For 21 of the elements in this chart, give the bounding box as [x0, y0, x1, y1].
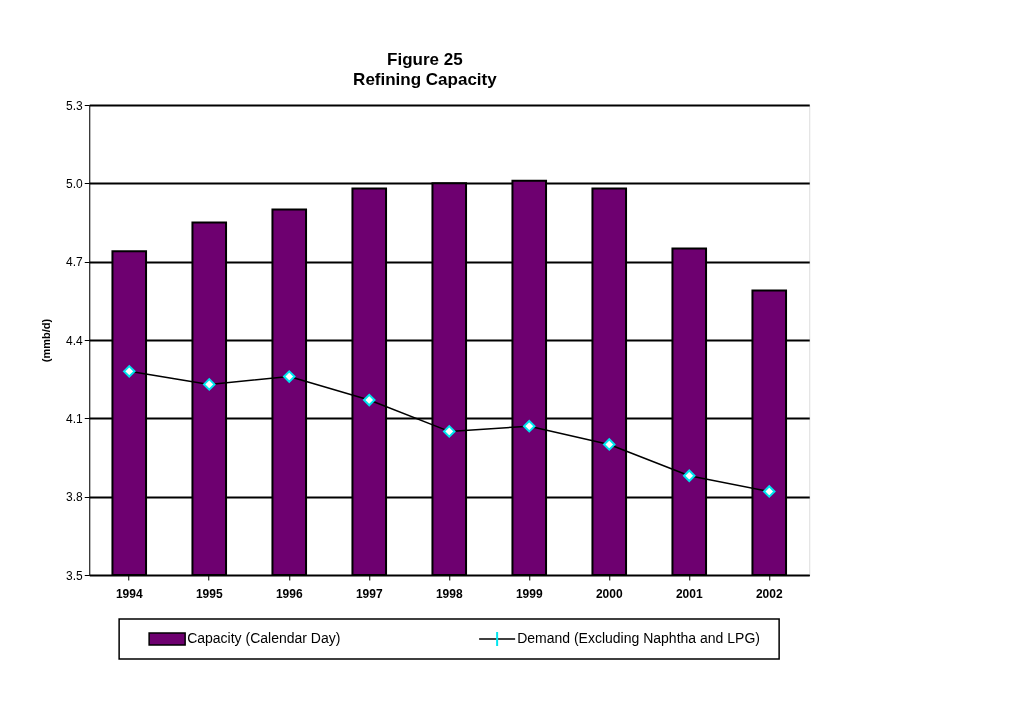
legend-label: Demand (Excluding Naphtha and LPG)	[517, 630, 760, 646]
y-tick-label: 4.1	[66, 411, 84, 426]
chart-title: Figure 25	[387, 49, 463, 69]
y-tick-label: 5.3	[66, 98, 84, 113]
x-tick-label: 2002	[755, 586, 783, 601]
x-tick-label: 2001	[675, 586, 703, 601]
x-tick-label: 1997	[355, 586, 383, 601]
y-axis-title: (mmb/d)	[40, 318, 53, 363]
chart-subtitle: Refining Capacity	[353, 69, 498, 89]
x-tick-label: 1998	[435, 586, 463, 601]
x-tick-label: 2000	[595, 586, 623, 601]
y-tick-label: 4.4	[66, 333, 84, 348]
x-tick-label: 1996	[275, 586, 303, 601]
y-tick-label: 3.8	[66, 490, 84, 505]
y-tick-label: 3.5	[66, 568, 84, 583]
y-tick-label: 5.0	[66, 176, 84, 191]
x-tick-label: 1994	[115, 586, 143, 601]
x-tick-label: 1999	[515, 586, 543, 601]
legend-label: Capacity (Calendar Day)	[187, 630, 341, 646]
y-tick-label: 4.7	[66, 255, 84, 270]
x-tick-label: 1995	[195, 586, 223, 601]
